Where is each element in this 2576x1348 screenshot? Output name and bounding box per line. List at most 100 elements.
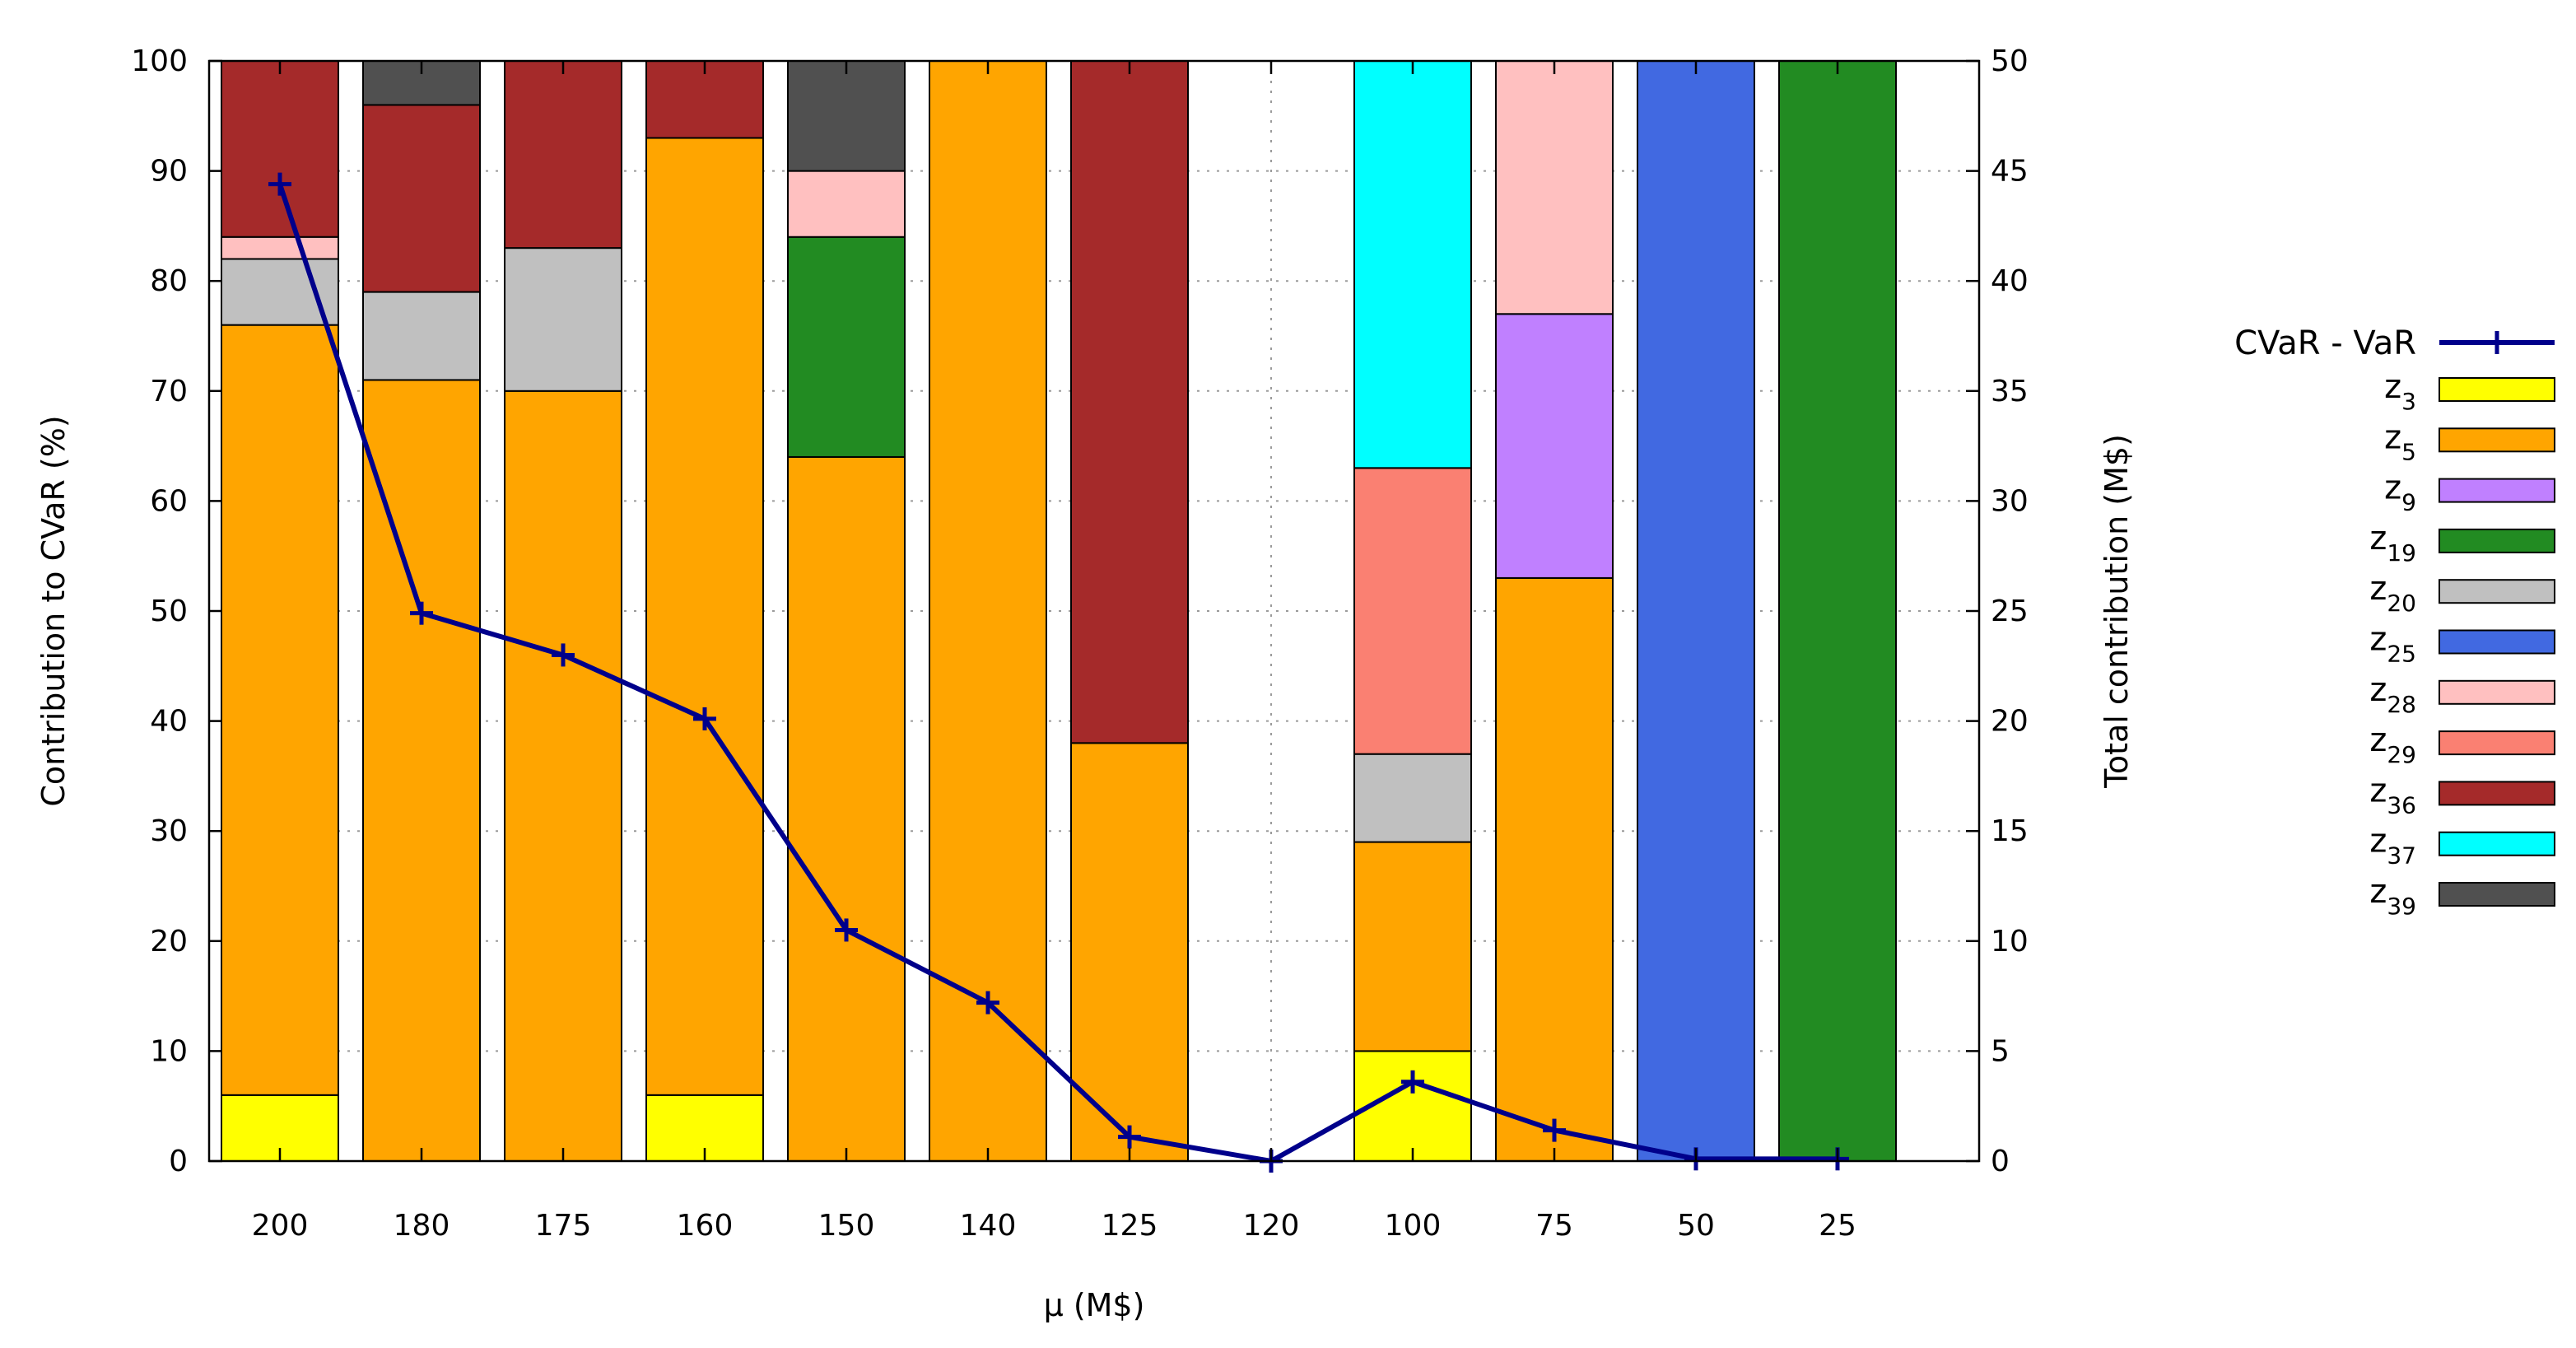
bar-segment-z5-150 <box>787 455 906 1162</box>
bar-segment-z5-180 <box>362 379 481 1162</box>
y-tick-label: 70 <box>150 375 188 408</box>
legend-label-base: z <box>2384 469 2401 507</box>
legend-label-subscript: 37 <box>2387 842 2416 870</box>
cvar-var-point-200 <box>268 172 291 196</box>
legend-label-base: z <box>2369 873 2387 911</box>
legend-label-z37: z37 <box>2369 823 2416 870</box>
bar-segment-z5-140 <box>929 60 1047 1162</box>
legend-swatch-z3 <box>2439 377 2555 402</box>
y-tick-label: 90 <box>150 155 188 189</box>
x-tick-label: 150 <box>818 1209 875 1243</box>
y2-tick-label: 50 <box>1991 44 2029 78</box>
bar-segment-z20-100 <box>1353 753 1472 843</box>
legend-label-subscript: 28 <box>2387 691 2416 718</box>
y2-tick-label: 20 <box>1991 705 2029 739</box>
bar-segment-z37-100 <box>1353 60 1472 469</box>
legend-label-base: z <box>2384 368 2401 406</box>
x-tick-label: 160 <box>677 1209 734 1243</box>
legend-swatch-z25 <box>2439 629 2555 655</box>
legend-label-z25: z25 <box>2369 621 2416 668</box>
legend-item-z19: z19 <box>2369 520 2555 567</box>
bar-segment-z5-175 <box>504 389 622 1162</box>
bar-segment-z5-160 <box>645 137 764 1096</box>
y-tick-label: 20 <box>150 925 188 959</box>
legend-label-base: z <box>2384 418 2401 456</box>
legend-item-z25: z25 <box>2369 621 2555 668</box>
y2-tick-label: 30 <box>1991 484 2029 518</box>
y2-tick-label: 40 <box>1991 264 2029 298</box>
y2-tick-label: 10 <box>1991 925 2029 959</box>
y-tick-label: 100 <box>131 44 188 78</box>
bar-segment-z28-75 <box>1495 60 1614 315</box>
legend-item-z20: z20 <box>2369 570 2555 617</box>
legend-item-z5: z5 <box>2384 418 2555 465</box>
legend-item-z9: z9 <box>2384 469 2555 516</box>
legend-swatch-z5 <box>2439 427 2555 453</box>
x-tick-label: 200 <box>252 1209 309 1243</box>
cvar-var-point-160 <box>693 707 716 730</box>
legend-label-subscript: 36 <box>2387 791 2416 819</box>
legend-label-z28: z28 <box>2369 671 2416 718</box>
cvar-var-point-100 <box>1401 1070 1424 1094</box>
cvar-var-point-175 <box>552 643 575 667</box>
cvar-var-point-125 <box>1118 1125 1141 1149</box>
x-tick-label: 25 <box>1819 1209 1856 1243</box>
bar-segment-z5-200 <box>221 324 339 1096</box>
y-tick-label: 50 <box>150 595 188 628</box>
legend-swatch-z19 <box>2439 528 2555 553</box>
bar-segment-z36-175 <box>504 60 622 250</box>
bar-segment-z36-200 <box>221 60 339 238</box>
x-tick-label: 100 <box>1385 1209 1442 1243</box>
x-tick-label: 180 <box>394 1209 450 1243</box>
legend-item-z37: z37 <box>2369 823 2555 870</box>
legend-label-subscript: 9 <box>2401 489 2416 516</box>
bar-segment-z5-75 <box>1495 576 1614 1162</box>
cvar-var-line <box>277 183 1838 1164</box>
x-tick-label: 140 <box>960 1209 1017 1243</box>
legend-label-base: z <box>2369 772 2387 809</box>
legend-label-base: z <box>2369 520 2387 557</box>
x-tick-label: 125 <box>1102 1209 1158 1243</box>
legend-label-subscript: 20 <box>2387 590 2416 617</box>
bar-segment-z36-180 <box>362 104 481 293</box>
legend-item-cvar-var: CVaR - VaR <box>2234 324 2555 362</box>
bar-segment-z5-100 <box>1353 841 1472 1052</box>
legend-swatch-z39 <box>2439 882 2555 907</box>
bar-segment-z36-125 <box>1070 60 1189 744</box>
bar-segment-z39-180 <box>362 60 481 106</box>
cvar-var-point-75 <box>1543 1118 1566 1142</box>
legend-label-subscript: 5 <box>2401 438 2416 465</box>
cvar-var-line-series <box>268 172 1849 1173</box>
y2-tick-label: 5 <box>1991 1034 2010 1068</box>
bar-segment-z28-150 <box>787 170 906 238</box>
legend-item-z39: z39 <box>2369 873 2555 920</box>
y-tick-label: 80 <box>150 264 188 298</box>
legend-label-base: z <box>2369 621 2387 659</box>
y-tick-label: 60 <box>150 484 188 518</box>
x-tick-label: 50 <box>1677 1209 1715 1243</box>
bar-segment-z19-25 <box>1778 60 1897 1162</box>
cvar-var-point-150 <box>835 918 858 942</box>
bar-segment-z39-150 <box>787 60 906 172</box>
bar-segment-z29-100 <box>1353 467 1472 755</box>
legend-label-z39: z39 <box>2369 873 2416 920</box>
legend-label-z19: z19 <box>2369 520 2416 567</box>
legend-swatch-z28 <box>2439 679 2555 705</box>
legend-label-z5: z5 <box>2384 418 2416 465</box>
legend-swatch-z9 <box>2439 478 2555 503</box>
legend-item-z29: z29 <box>2369 721 2555 768</box>
axis-ticks: 0 10 20 30 40 50 60 70 80 90 100 0 5 10 15 20 25 30 35 40 45… <box>131 44 2029 1243</box>
legend-item-z3: z3 <box>2384 368 2555 415</box>
legend-label-subscript: 39 <box>2387 893 2416 920</box>
y2-tick-label: 45 <box>1991 155 2029 189</box>
legend-label-z36: z36 <box>2369 772 2416 819</box>
legend-item-z36: z36 <box>2369 772 2555 819</box>
y2-tick-label: 15 <box>1991 814 2029 848</box>
bar-segment-z28-200 <box>221 236 339 260</box>
legend-label-cvar-var: CVaR - VaR <box>2234 324 2416 362</box>
y2-tick-label: 25 <box>1991 595 2029 628</box>
legend-swatch-z36 <box>2439 781 2555 806</box>
legend-label-z9: z9 <box>2384 469 2416 516</box>
y2-tick-label: 35 <box>1991 375 2029 408</box>
